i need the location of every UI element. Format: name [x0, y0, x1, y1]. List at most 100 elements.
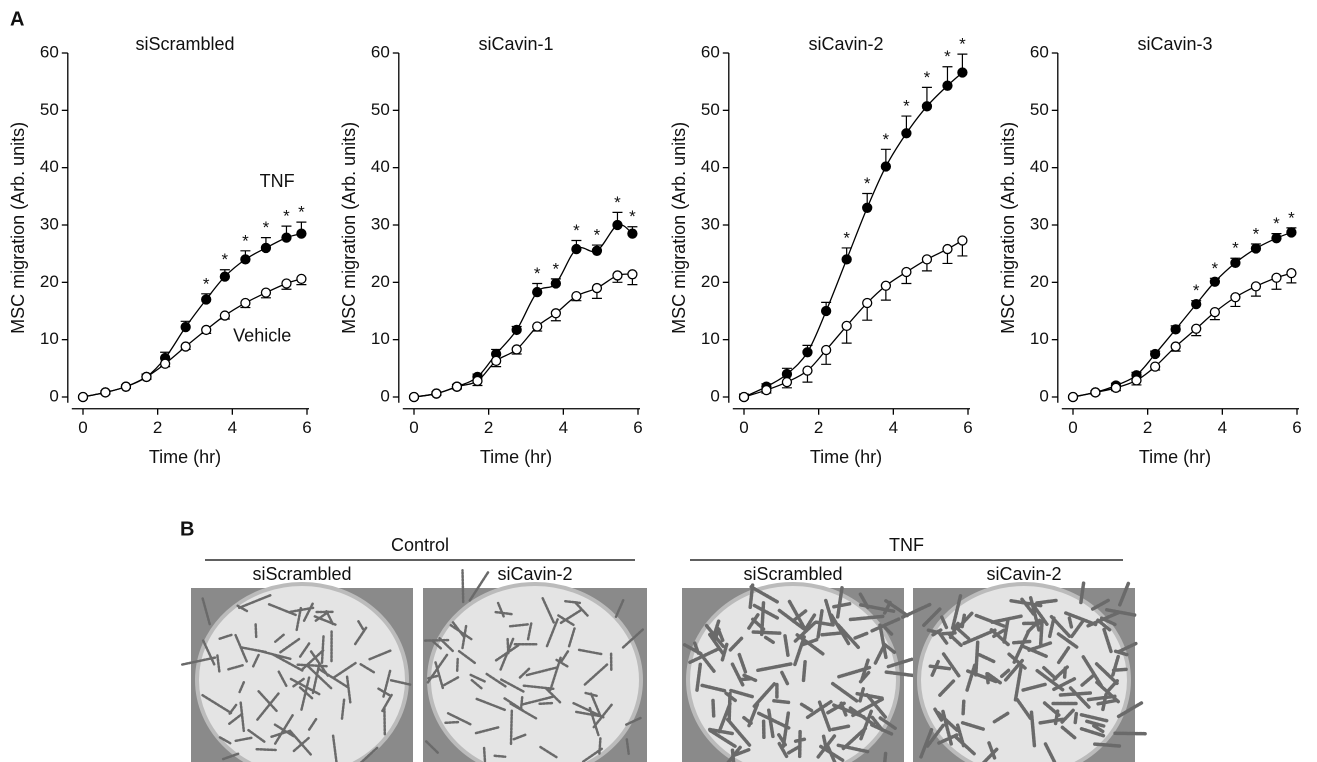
significance-marker: * [1232, 239, 1239, 258]
data-point [408, 391, 420, 403]
group-label: Control [391, 535, 449, 555]
significance-marker: * [298, 203, 305, 222]
cell-network [179, 593, 412, 762]
y-tick-label: 10 [701, 329, 720, 348]
series-line [82, 232, 302, 398]
data-point [1191, 298, 1202, 310]
data-point [240, 297, 251, 309]
panel-label: B [180, 518, 194, 540]
x-tick-label: 2 [814, 418, 823, 437]
significance-marker: * [924, 68, 931, 87]
cell-network [900, 580, 1148, 762]
y-axis-label: MSC migration (Arb. units) [8, 122, 28, 334]
data-point [550, 278, 562, 289]
significance-marker: * [1193, 281, 1200, 300]
data-point [472, 375, 483, 387]
y-tick-label: 30 [371, 214, 390, 233]
significance-marker: * [203, 274, 210, 293]
data-point [1209, 276, 1221, 287]
y-tick-label: 0 [1039, 386, 1048, 405]
data-point [1170, 324, 1181, 335]
x-tick-label: 4 [1218, 418, 1227, 437]
significance-marker: * [1212, 259, 1219, 278]
significance-marker: * [594, 226, 601, 245]
data-point [180, 341, 191, 352]
data-point [201, 324, 212, 336]
data-point [612, 219, 623, 231]
data-point [260, 242, 272, 254]
data-point [738, 391, 750, 403]
significance-marker: * [629, 207, 636, 226]
data-point [1271, 233, 1282, 244]
series-line [743, 72, 963, 398]
data-point [1286, 227, 1297, 238]
y-tick-label: 40 [40, 157, 59, 176]
x-axis-label: Time (hr) [1139, 447, 1211, 467]
y-tick-label: 30 [701, 214, 720, 233]
x-axis-label: Time (hr) [149, 447, 221, 467]
data-point [1090, 387, 1101, 398]
y-axis-label: MSC migration (Arb. units) [669, 122, 689, 334]
data-point [511, 324, 522, 336]
x-tick-label: 0 [409, 418, 418, 437]
data-point [550, 308, 562, 319]
x-tick-label: 6 [302, 418, 311, 437]
significance-marker: * [1288, 208, 1295, 227]
y-tick-label: 60 [1030, 42, 1049, 61]
data-point [612, 270, 623, 281]
y-tick-label: 20 [40, 272, 59, 291]
x-tick-label: 2 [1143, 418, 1152, 437]
data-point [532, 286, 543, 298]
significance-marker: * [1273, 214, 1280, 233]
data-point [120, 381, 132, 392]
data-point [942, 243, 953, 255]
x-tick-label: 6 [633, 418, 642, 437]
data-point [942, 80, 953, 91]
y-tick-label: 30 [1030, 214, 1049, 233]
legend-label: Vehicle [233, 326, 291, 346]
data-point [100, 387, 111, 398]
data-point [296, 228, 307, 239]
data-point [802, 365, 813, 376]
x-tick-label: 4 [559, 418, 568, 437]
data-point [1250, 243, 1262, 254]
data-point [219, 271, 231, 282]
x-tick-label: 2 [484, 418, 493, 437]
data-point [880, 280, 892, 291]
data-point [901, 128, 912, 139]
micrograph [900, 580, 1148, 762]
x-tick-label: 6 [963, 418, 972, 437]
significance-marker: * [553, 259, 560, 278]
significance-marker: * [843, 228, 850, 247]
data-point [957, 67, 968, 78]
data-point [1170, 341, 1181, 352]
data-point [571, 290, 582, 302]
significance-marker: * [283, 207, 290, 226]
data-point [159, 358, 171, 369]
chart-title: siCavin-2 [808, 34, 883, 54]
data-point [862, 202, 873, 213]
well [686, 582, 900, 762]
y-tick-label: 40 [701, 157, 720, 176]
y-tick-label: 10 [371, 329, 390, 348]
micrograph [682, 582, 920, 762]
data-point [841, 254, 852, 265]
data-point [451, 381, 463, 392]
data-point [880, 161, 892, 172]
column-label: siCavin-2 [497, 564, 572, 584]
data-point [802, 347, 813, 358]
legend-label: TNF [260, 171, 295, 191]
data-point [260, 287, 272, 298]
data-point [1209, 306, 1221, 318]
data-point [1149, 348, 1161, 360]
y-tick-label: 0 [49, 386, 58, 405]
y-tick-label: 60 [701, 42, 720, 61]
data-point [532, 321, 543, 332]
data-point [820, 344, 832, 356]
data-point [901, 266, 912, 278]
series-line [413, 273, 633, 398]
panel-label: A [10, 8, 24, 30]
y-tick-label: 40 [371, 157, 390, 176]
column-label: siCavin-2 [986, 564, 1061, 584]
